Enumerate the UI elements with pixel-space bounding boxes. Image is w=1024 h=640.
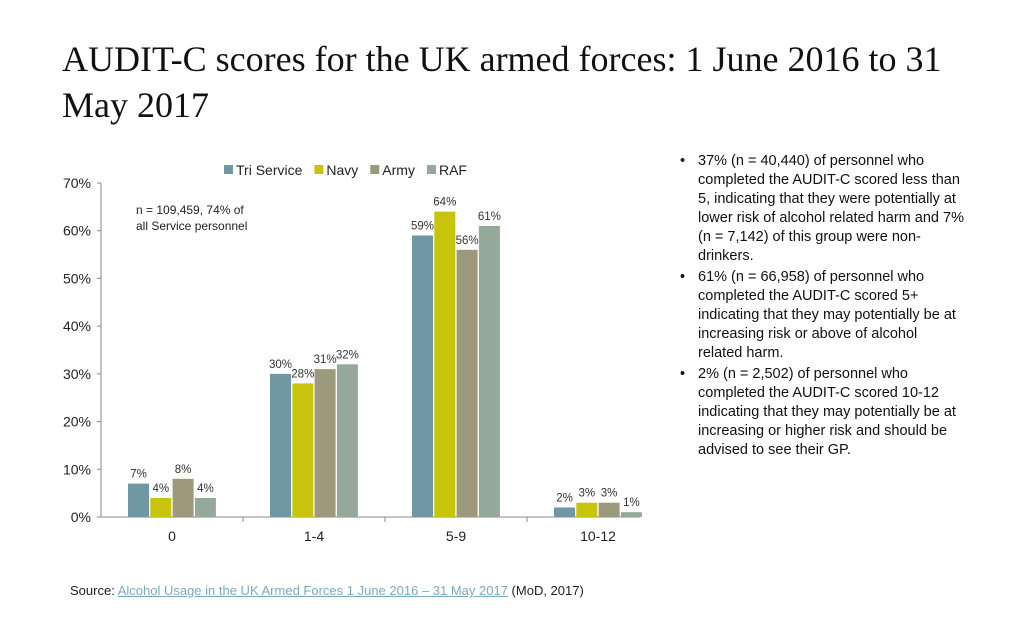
bar-navy (292, 383, 314, 517)
source-link[interactable]: Alcohol Usage in the UK Armed Forces 1 J… (117, 583, 508, 598)
y-tick-label: 60% (63, 223, 91, 239)
y-tick-label: 30% (63, 366, 91, 382)
bullet: • (680, 269, 686, 285)
legend-label: RAF (439, 162, 467, 178)
x-tick-label: 10-12 (580, 528, 616, 544)
y-tick-label: 0% (71, 509, 91, 525)
legend-swatch (426, 165, 436, 174)
bullet: • (680, 153, 686, 169)
x-tick-label: 5-9 (446, 528, 466, 544)
bar-navy (576, 502, 598, 517)
source-prefix: Source: (70, 583, 118, 598)
note-item: • 37% (n = 40,440) of personnel who compl… (680, 152, 965, 266)
source-suffix: (MoD, 2017) (507, 583, 584, 598)
data-label: 28% (291, 368, 314, 380)
bar-army (598, 502, 620, 517)
x-tick-label: 0 (168, 528, 176, 544)
y-tick-label: 20% (63, 414, 91, 430)
note-item: • 61% (n = 66,958) of personnel who compl… (680, 268, 965, 363)
chart-annotation-line1: n = 109,459, 74% of (136, 203, 244, 217)
data-label: 61% (478, 211, 501, 223)
data-label: 32% (336, 349, 359, 361)
x-tick-label: 1-4 (304, 528, 324, 544)
data-label: 31% (314, 354, 337, 366)
source-citation: Source: Alcohol Usage in the UK Armed Fo… (70, 583, 584, 598)
bar-army (456, 249, 478, 518)
notes-list: • 37% (n = 40,440) of personnel who compl… (680, 152, 965, 462)
bar-raf (478, 225, 500, 517)
note-text: 37% (n = 40,440) of personnel who comple… (698, 153, 964, 264)
data-label: 7% (130, 469, 147, 481)
y-tick-label: 50% (63, 270, 91, 286)
bar-raf (336, 364, 358, 517)
bar-navy (150, 497, 172, 517)
bar-chart: 0%10%20%30%40%50%60%70% 07%4%8%4%1-430%2… (63, 162, 642, 544)
y-tick-label: 10% (63, 461, 91, 477)
data-label: 4% (152, 483, 169, 495)
data-label: 30% (269, 359, 292, 371)
bar-army (314, 369, 336, 517)
legend-swatch (224, 165, 233, 174)
data-label: 3% (601, 488, 618, 500)
y-tick-label: 70% (63, 175, 91, 191)
data-label: 1% (623, 497, 640, 509)
data-label: 56% (456, 235, 479, 247)
bar-raf (194, 497, 216, 517)
note-text: 61% (n = 66,958) of personnel who comple… (698, 269, 956, 361)
chart-annotation-line2: all Service personnel (136, 219, 247, 233)
bullet: • (680, 366, 686, 382)
data-label: 59% (411, 220, 434, 232)
note-item: • 2% (n = 2,502) of personnel who complet… (680, 365, 965, 460)
bar-tri-service (128, 483, 149, 517)
legend-label: Tri Service (236, 162, 303, 178)
bar-tri-service (554, 507, 575, 517)
bar-army (172, 478, 194, 517)
data-label: 64% (433, 197, 456, 209)
legend-label: Army (382, 162, 415, 178)
bar-tri-service (270, 373, 291, 517)
slide-title: AUDIT-C scores for the UK armed forces: … (62, 39, 942, 125)
y-tick-label: 40% (63, 318, 91, 334)
bars: 0 7% 4% 8% 4% 1-4 30%28%31% 32% 5-9 59% 64% 56% 61% 1… (128, 197, 642, 544)
data-label: 3% (578, 488, 595, 500)
legend-swatch (370, 165, 380, 174)
legend: Tri Service Navy Army RAF (224, 162, 467, 178)
bar-navy (434, 211, 456, 517)
data-label: 2% (556, 492, 573, 504)
bar-raf (620, 512, 642, 517)
legend-swatch (314, 165, 324, 174)
bar-tri-service (412, 235, 433, 517)
data-label: 4% (197, 483, 214, 495)
data-label: 8% (175, 464, 192, 476)
y-axis: 0% 10% 20% 30% 40% 50% 60% 70% (63, 175, 640, 525)
note-text: 2% (n = 2,502) of personnel who complete… (698, 366, 956, 458)
legend-label: Navy (326, 162, 358, 178)
